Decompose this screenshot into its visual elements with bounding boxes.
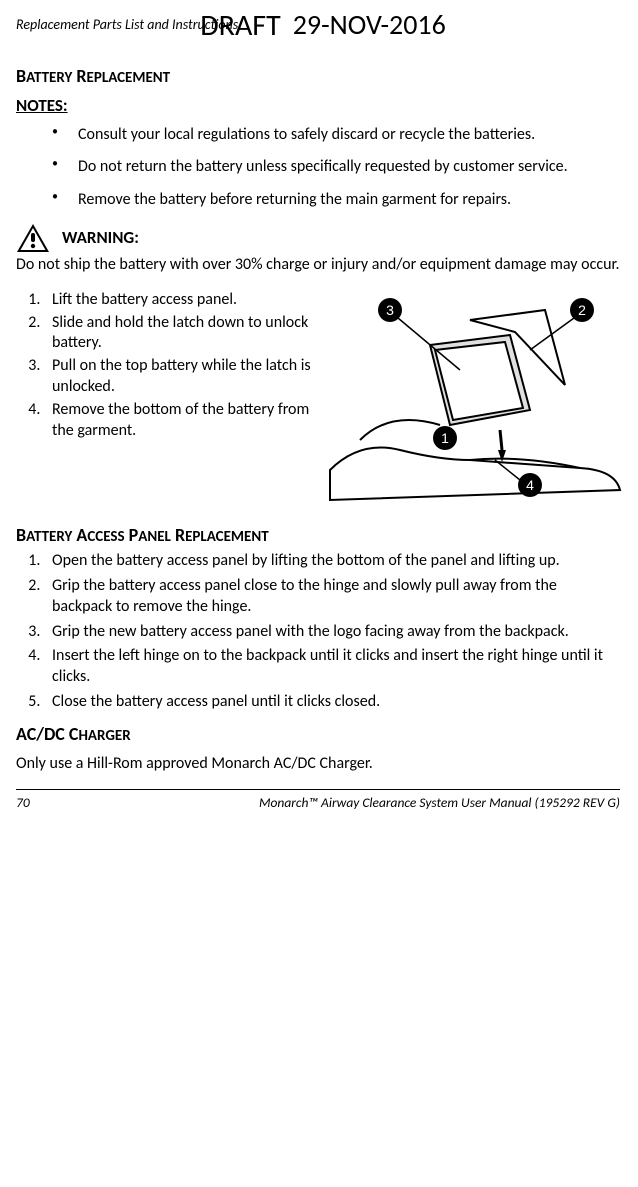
list-item: Remove the battery before returning the … [52, 190, 620, 211]
list-item: Grip the new battery access panel with t… [44, 622, 620, 643]
manual-title: Monarch™ Airway Clearance System User Ma… [259, 794, 620, 812]
callout-3: 3 [386, 302, 394, 318]
battery-steps-list: Lift the battery access panel. Slide and… [16, 290, 314, 510]
list-item: Consult your local regulations to safely… [52, 125, 620, 146]
section-title-panel: BATTERY ACCESS PANEL REPLACEMENT [16, 524, 620, 548]
callout-2: 2 [578, 302, 586, 318]
section-title-battery: BATTERY REPLACEMENT [16, 65, 620, 89]
list-item: Open the battery access panel by lifting… [44, 551, 620, 572]
list-item: Pull on the top battery while the latch … [44, 356, 314, 398]
list-item: Insert the left hinge on to the backpack… [44, 646, 620, 688]
list-item: Remove the bottom of the battery from th… [44, 400, 314, 442]
list-item: Do not return the battery unless specifi… [52, 157, 620, 178]
charger-body: Only use a Hill-Rom approved Monarch AC/… [16, 754, 620, 775]
notes-label: NOTES: [16, 95, 620, 117]
section-title-charger: AC/DC CHARGER [16, 723, 620, 747]
draft-date: 29-NOV-2016 [293, 7, 446, 43]
draft-watermark: DRAFT [200, 6, 281, 45]
warning-text: Do not ship the battery with over 30% ch… [16, 255, 620, 276]
battery-illustration: 3 2 1 4 [320, 290, 624, 510]
warning-label: WARNING: [62, 227, 139, 249]
list-item: Grip the battery access panel close to t… [44, 576, 620, 618]
panel-steps-list: Open the battery access panel by lifting… [16, 551, 620, 713]
list-item: Slide and hold the latch down to unlock … [44, 313, 314, 355]
footer: 70 Monarch™ Airway Clearance System User… [16, 789, 620, 812]
list-item: Lift the battery access panel. [44, 290, 314, 311]
callout-1: 1 [441, 430, 449, 446]
callout-4: 4 [526, 477, 534, 493]
warning-icon [16, 223, 50, 253]
notes-list: Consult your local regulations to safely… [52, 125, 620, 211]
list-item: Close the battery access panel until it … [44, 692, 620, 713]
page-number: 70 [16, 794, 30, 812]
